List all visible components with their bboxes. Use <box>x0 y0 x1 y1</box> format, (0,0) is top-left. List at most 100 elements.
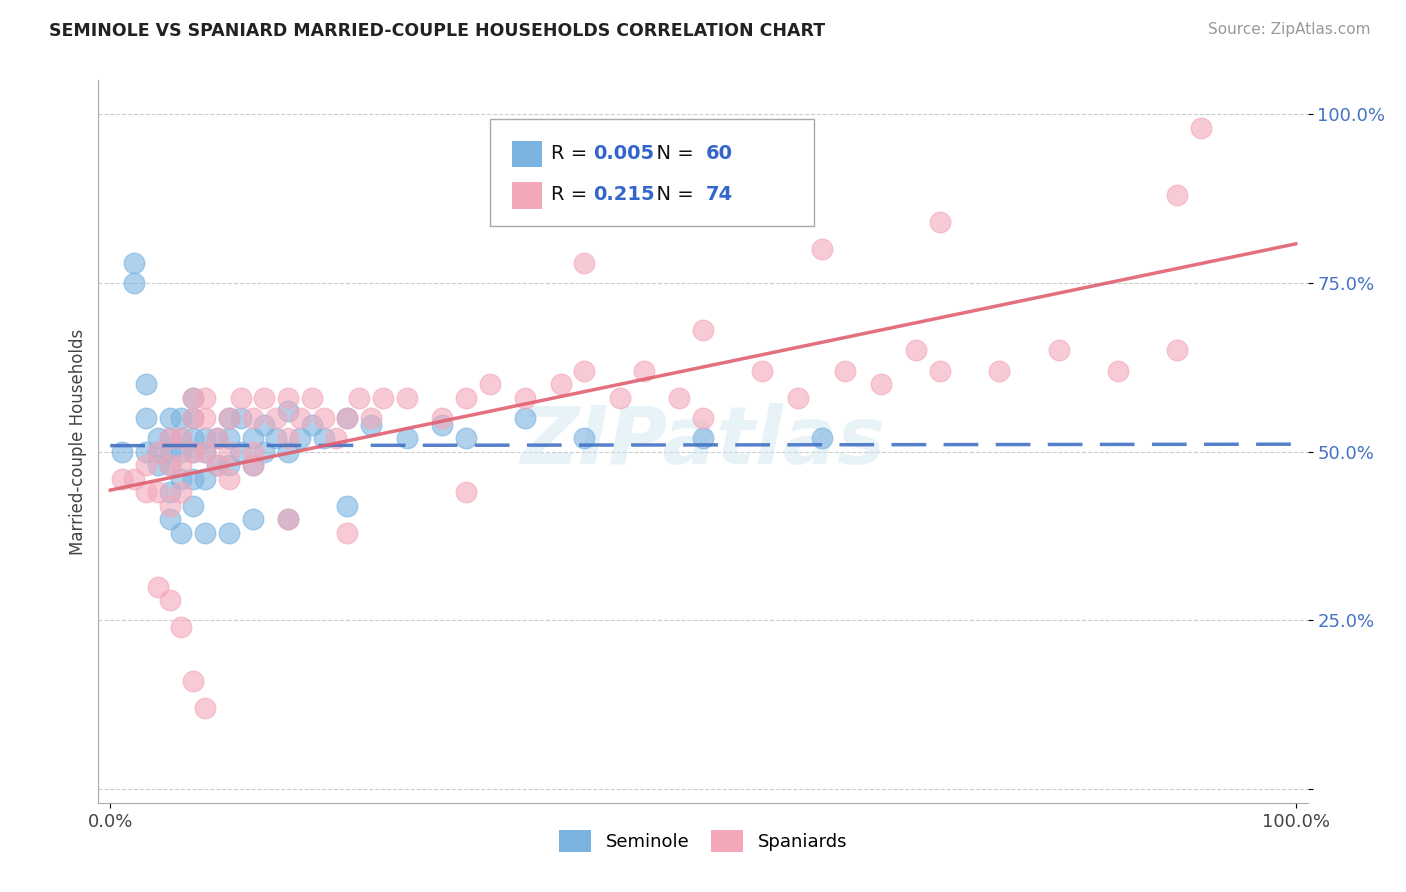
Point <box>432 411 454 425</box>
Point <box>312 431 335 445</box>
Text: 74: 74 <box>706 185 733 203</box>
Point <box>277 404 299 418</box>
Point <box>550 377 572 392</box>
Point <box>194 472 217 486</box>
Text: N =: N = <box>644 144 700 162</box>
Legend: Seminole, Spaniards: Seminole, Spaniards <box>551 822 855 859</box>
Point <box>633 364 655 378</box>
Point <box>135 485 157 500</box>
Point <box>218 411 240 425</box>
Point <box>229 391 252 405</box>
Point <box>301 391 323 405</box>
Point <box>111 444 134 458</box>
Point <box>159 431 181 445</box>
Point <box>205 458 228 472</box>
Point <box>181 391 204 405</box>
Point <box>146 580 169 594</box>
Point <box>277 431 299 445</box>
Point <box>218 472 240 486</box>
Text: SEMINOLE VS SPANIARD MARRIED-COUPLE HOUSEHOLDS CORRELATION CHART: SEMINOLE VS SPANIARD MARRIED-COUPLE HOUS… <box>49 22 825 40</box>
Point <box>135 411 157 425</box>
Point <box>810 431 832 445</box>
Point <box>242 458 264 472</box>
Point <box>194 391 217 405</box>
Point <box>135 377 157 392</box>
Point <box>277 512 299 526</box>
Point <box>170 485 193 500</box>
Text: 0.005: 0.005 <box>593 144 654 162</box>
Point <box>242 431 264 445</box>
Point <box>371 391 394 405</box>
Text: 0.215: 0.215 <box>593 185 655 203</box>
Point <box>181 431 204 445</box>
Point <box>194 444 217 458</box>
Point <box>135 458 157 472</box>
Point <box>301 417 323 432</box>
Point <box>668 391 690 405</box>
Point <box>181 499 204 513</box>
Point <box>146 458 169 472</box>
Point <box>1189 120 1212 135</box>
Point <box>432 417 454 432</box>
Point <box>264 431 287 445</box>
Point <box>929 215 952 229</box>
Point <box>181 411 204 425</box>
Point <box>360 417 382 432</box>
Point <box>181 444 204 458</box>
Point <box>454 391 477 405</box>
Point <box>229 411 252 425</box>
Point <box>347 391 370 405</box>
Point <box>515 411 537 425</box>
Point <box>205 458 228 472</box>
Point <box>1166 188 1188 202</box>
Point <box>170 525 193 540</box>
Point <box>834 364 856 378</box>
Point <box>253 417 276 432</box>
Point <box>170 444 193 458</box>
Point <box>194 525 217 540</box>
Point <box>454 485 477 500</box>
Point <box>242 512 264 526</box>
Point <box>277 512 299 526</box>
Point <box>205 431 228 445</box>
Point <box>336 411 359 425</box>
Point <box>159 458 181 472</box>
Point <box>181 472 204 486</box>
Point <box>692 323 714 337</box>
Point <box>1166 343 1188 358</box>
Point <box>159 431 181 445</box>
Point <box>170 620 193 634</box>
Point <box>181 444 204 458</box>
Point <box>111 472 134 486</box>
Point <box>159 444 181 458</box>
Point <box>218 411 240 425</box>
Point <box>253 444 276 458</box>
Y-axis label: Married-couple Households: Married-couple Households <box>69 328 87 555</box>
Point <box>122 276 145 290</box>
Text: Source: ZipAtlas.com: Source: ZipAtlas.com <box>1208 22 1371 37</box>
Point <box>135 444 157 458</box>
Point <box>336 525 359 540</box>
Point <box>170 472 193 486</box>
Point <box>395 391 418 405</box>
Point <box>146 444 169 458</box>
Point <box>869 377 891 392</box>
Point <box>218 431 240 445</box>
Point <box>159 499 181 513</box>
Point <box>751 364 773 378</box>
Point <box>288 431 311 445</box>
Point <box>194 701 217 715</box>
Point <box>515 391 537 405</box>
Point <box>205 431 228 445</box>
Point <box>1047 343 1070 358</box>
Point <box>194 444 217 458</box>
Point <box>810 242 832 256</box>
Point <box>312 411 335 425</box>
Point <box>786 391 808 405</box>
Point <box>905 343 928 358</box>
Point <box>170 458 193 472</box>
Point <box>478 377 501 392</box>
Point <box>574 255 596 269</box>
Point <box>181 411 204 425</box>
Point <box>181 674 204 689</box>
